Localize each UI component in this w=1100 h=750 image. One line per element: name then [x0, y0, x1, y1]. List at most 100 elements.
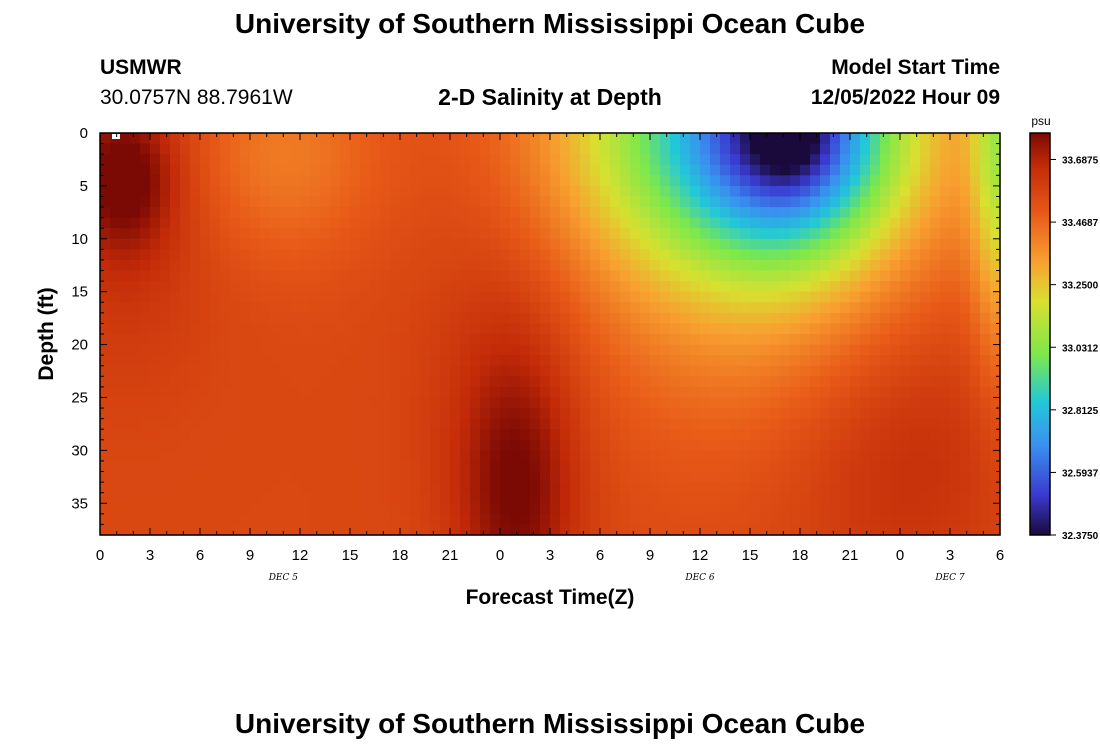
- heatmap-cell: [970, 492, 981, 504]
- heatmap-cell: [950, 334, 961, 346]
- heatmap-cell: [360, 482, 371, 494]
- heatmap-cell: [460, 450, 471, 462]
- heatmap-cell: [290, 376, 301, 388]
- heatmap-cell: [390, 513, 401, 526]
- heatmap-cell: [890, 344, 901, 356]
- heatmap-cell: [370, 217, 381, 229]
- heatmap-cell: [620, 175, 631, 187]
- heatmap-cell: [520, 429, 531, 441]
- heatmap-cell: [770, 143, 781, 155]
- heatmap-cell: [830, 291, 841, 303]
- heatmap-cell: [620, 133, 631, 145]
- heatmap-cell: [990, 217, 1001, 229]
- heatmap-cell: [480, 429, 491, 441]
- heatmap-cell: [230, 482, 241, 494]
- heatmap-cell: [670, 439, 681, 451]
- heatmap-cell: [450, 312, 461, 325]
- heatmap-cell: [580, 154, 591, 166]
- heatmap-cell: [300, 238, 311, 250]
- heatmap-cell: [640, 281, 651, 293]
- heatmap-cell: [980, 503, 991, 515]
- heatmap-cell: [410, 291, 421, 303]
- heatmap-cell: [190, 259, 201, 272]
- heatmap-cell: [240, 439, 251, 451]
- heatmap-cell: [410, 249, 421, 261]
- heatmap-cell: [840, 355, 851, 367]
- heatmap-cell: [110, 482, 121, 494]
- heatmap-cell: [230, 471, 241, 483]
- heatmap-cell: [490, 344, 501, 356]
- heatmap-cell: [380, 334, 391, 346]
- heatmap-cell: [170, 238, 181, 250]
- heatmap-cell: [290, 259, 301, 272]
- heatmap-cell: [310, 228, 321, 240]
- heatmap-cell: [110, 376, 121, 388]
- heatmap-cell: [560, 418, 571, 430]
- heatmap-cell: [690, 460, 701, 473]
- colorbar-label: 33.2500: [1062, 281, 1099, 292]
- heatmap-cell: [490, 312, 501, 325]
- heatmap-cell: [610, 143, 621, 155]
- heatmap-cell: [220, 291, 231, 303]
- heatmap-cell: [220, 460, 231, 473]
- heatmap-cell: [810, 460, 821, 473]
- heatmap-cell: [820, 408, 831, 420]
- heatmap-cell: [580, 513, 591, 526]
- heatmap-cell: [350, 503, 361, 515]
- heatmap-cell: [230, 386, 241, 399]
- heatmap-cell: [150, 482, 161, 494]
- heatmap-cell: [740, 460, 751, 473]
- heatmap-cell: [540, 344, 551, 356]
- heatmap-cell: [940, 365, 951, 377]
- heatmap-cell: [350, 439, 361, 451]
- heatmap-cell: [570, 334, 581, 346]
- heatmap-cell: [660, 408, 671, 420]
- heatmap-cell: [110, 471, 121, 483]
- heatmap-cell: [660, 207, 671, 219]
- heatmap-cell: [520, 460, 531, 473]
- heatmap-cell: [770, 207, 781, 219]
- heatmap-cell: [250, 492, 261, 504]
- heatmap-cell: [970, 196, 981, 208]
- heatmap-cell: [170, 185, 181, 198]
- heatmap-cell: [960, 482, 971, 494]
- heatmap-cell: [530, 185, 541, 198]
- heatmap-cell: [110, 259, 121, 272]
- heatmap-cell: [380, 302, 391, 314]
- heatmap-cell: [830, 397, 841, 409]
- heatmap-cell: [430, 291, 441, 303]
- heatmap-cell: [210, 397, 221, 409]
- heatmap-cell: [210, 259, 221, 272]
- heatmap-cell: [340, 133, 351, 145]
- heatmap-cell: [250, 408, 261, 420]
- heatmap-cell: [220, 312, 231, 325]
- heatmap-cell: [460, 355, 471, 367]
- heatmap-cell: [870, 249, 881, 261]
- heatmap-cell: [820, 291, 831, 303]
- heatmap-cell: [920, 249, 931, 261]
- heatmap-cell: [690, 154, 701, 166]
- heatmap-cell: [600, 207, 611, 219]
- heatmap-cell: [740, 302, 751, 314]
- heatmap-cell: [890, 418, 901, 430]
- heatmap-cell: [300, 164, 311, 176]
- heatmap-cell: [340, 439, 351, 451]
- heatmap-cell: [920, 281, 931, 293]
- heatmap-cell: [870, 344, 881, 356]
- heatmap-cell: [980, 312, 991, 325]
- heatmap-cell: [350, 513, 361, 526]
- heatmap-cell: [810, 513, 821, 526]
- heatmap-cell: [270, 164, 281, 176]
- heatmap-cell: [340, 418, 351, 430]
- heatmap-cell: [780, 291, 791, 303]
- heatmap-cell: [860, 228, 871, 240]
- heatmap-cell: [220, 228, 231, 240]
- heatmap-cell: [490, 323, 501, 335]
- heatmap-cell: [980, 164, 991, 176]
- heatmap-cell: [930, 503, 941, 515]
- heatmap-cell: [550, 154, 561, 166]
- heatmap-cell: [900, 238, 911, 250]
- heatmap-cell: [390, 312, 401, 325]
- heatmap-cell: [790, 217, 801, 229]
- heatmap-cell: [840, 217, 851, 229]
